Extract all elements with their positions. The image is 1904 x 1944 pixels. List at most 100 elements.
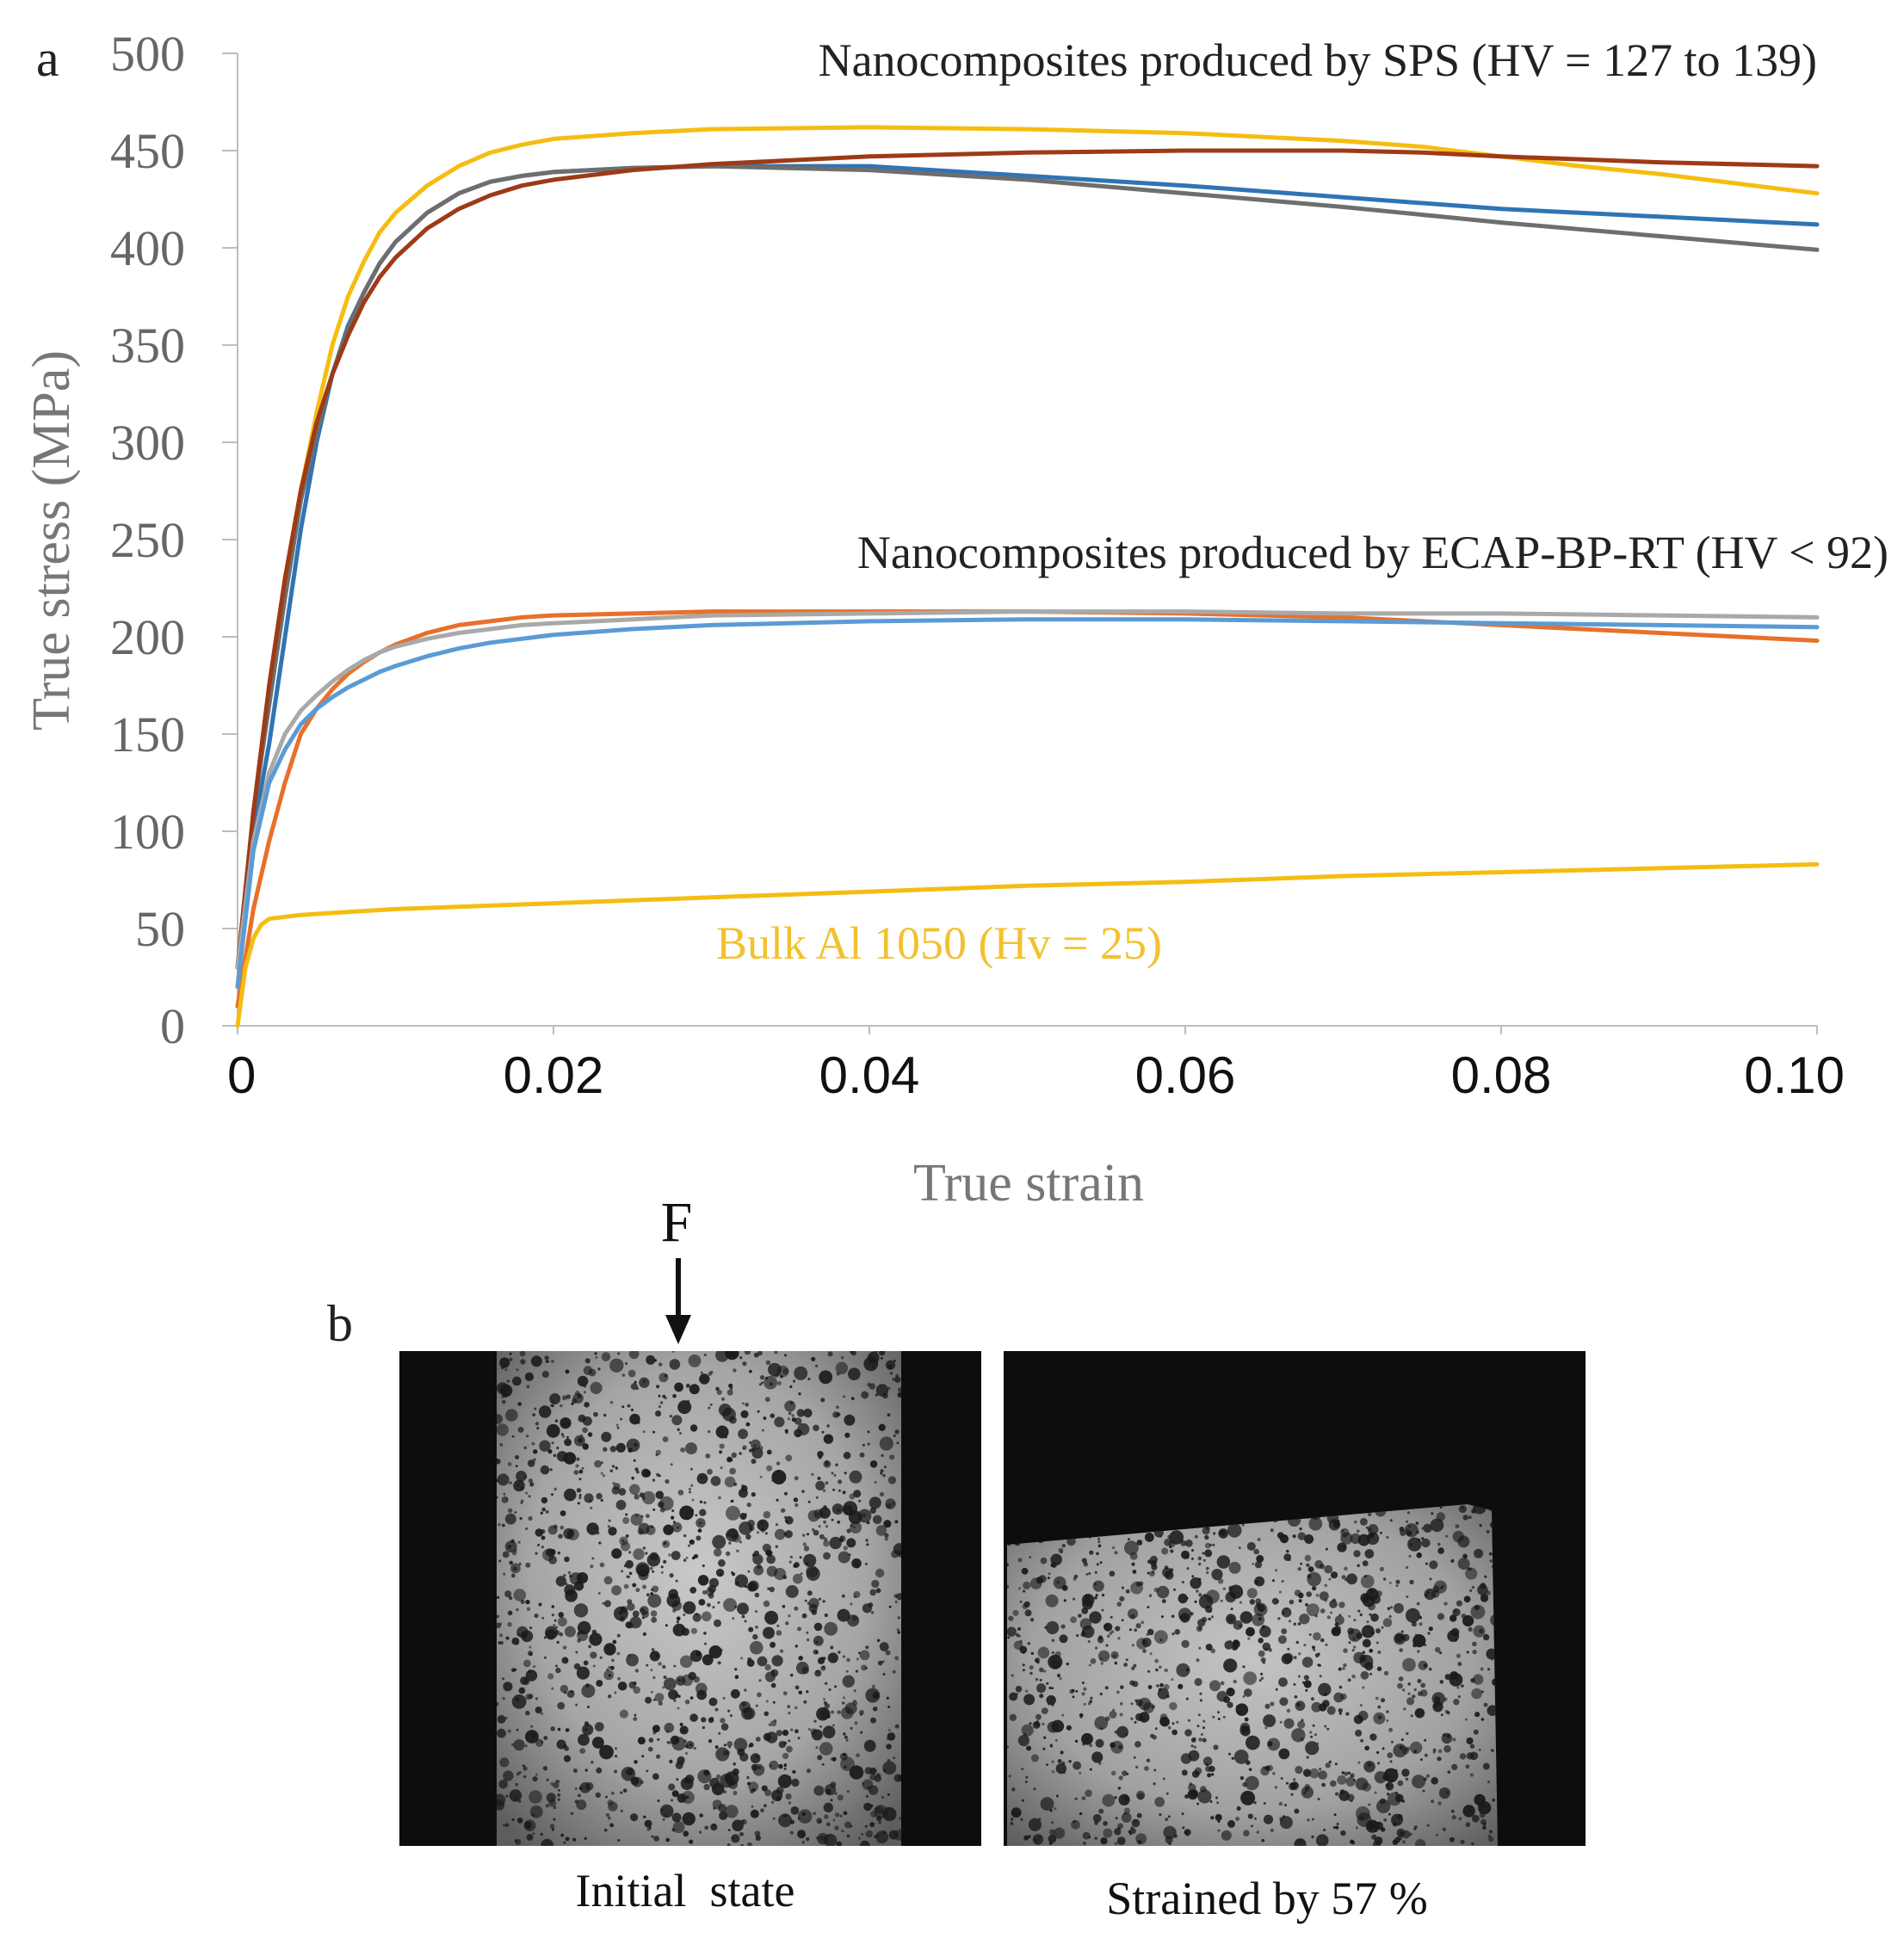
speckle-dot <box>623 1583 629 1589</box>
speckle-dot <box>529 1732 536 1738</box>
speckle-dot <box>602 1601 605 1605</box>
speckle-dot <box>1114 1661 1118 1665</box>
speckle-dot <box>833 1473 837 1477</box>
speckle-dot <box>1073 1820 1076 1824</box>
speckle-dot <box>511 1550 517 1556</box>
speckle-dot <box>588 1645 591 1649</box>
speckle-dot <box>1224 1640 1233 1650</box>
speckle-dot <box>1204 1542 1211 1549</box>
speckle-dot <box>853 1700 856 1703</box>
speckle-dot <box>1236 1805 1241 1811</box>
speckle-dot <box>648 1737 654 1743</box>
speckle-dot <box>567 1571 572 1575</box>
speckle-dot <box>685 1442 697 1455</box>
speckle-dot <box>546 1793 556 1803</box>
speckle-dot <box>1101 1594 1105 1597</box>
speckle-dot <box>834 1825 839 1830</box>
speckle-dot <box>1471 1814 1480 1823</box>
speckle-dot <box>1011 1787 1016 1792</box>
speckle-dot <box>1369 1733 1377 1741</box>
speckle-dot <box>600 1472 603 1475</box>
speckle-dot <box>1197 1789 1212 1804</box>
speckle-dot <box>784 1354 787 1357</box>
speckle-dot <box>758 1445 763 1451</box>
speckle-dot <box>1429 1577 1432 1581</box>
speckle-dot <box>1319 1675 1322 1678</box>
speckle-dot <box>549 1393 561 1404</box>
speckle-dot <box>1074 1739 1079 1743</box>
speckle-dot <box>715 1386 720 1392</box>
speckle-dot <box>1382 1747 1385 1750</box>
speckle-dot <box>1271 1597 1279 1605</box>
speckle-dot <box>676 1616 681 1621</box>
speckle-dot <box>1452 1737 1456 1742</box>
speckle-dot <box>513 1739 525 1751</box>
speckle-dot <box>577 1394 582 1398</box>
speckle-dot <box>1438 1787 1450 1799</box>
speckle-dot <box>1066 1662 1070 1666</box>
speckle-dot <box>769 1382 773 1386</box>
speckle-dot <box>819 1725 822 1728</box>
speckle-dot <box>497 1423 509 1436</box>
speckle-dot <box>1353 1550 1361 1558</box>
speckle-dot <box>1299 1614 1310 1625</box>
speckle-dot <box>1159 1813 1162 1817</box>
speckle-dot <box>1053 1576 1066 1589</box>
speckle-dot <box>758 1679 762 1682</box>
speckle-dot <box>1027 1642 1031 1645</box>
speckle-dot <box>844 1432 850 1438</box>
speckle-dot <box>638 1570 649 1581</box>
speckle-dot <box>700 1371 703 1374</box>
speckle-dot <box>1370 1734 1374 1737</box>
speckle-dot <box>1483 1702 1488 1707</box>
speckle-dot <box>1470 1678 1475 1683</box>
speckle-dot <box>1350 1799 1353 1803</box>
speckle-dot <box>1073 1761 1082 1770</box>
speckle-dot <box>1191 1575 1195 1578</box>
speckle-dot <box>751 1459 757 1465</box>
speckle-dot <box>1474 1605 1480 1611</box>
speckle-dot <box>655 1453 658 1457</box>
speckle-dot <box>1393 1743 1407 1758</box>
speckle-dot <box>1281 1628 1288 1634</box>
speckle-dot <box>603 1828 608 1832</box>
speckle-dot <box>736 1549 739 1553</box>
speckle-dot <box>524 1372 535 1381</box>
speckle-dot <box>1178 1608 1192 1621</box>
speckle-dot <box>1319 1768 1322 1771</box>
speckle-dot <box>834 1812 840 1817</box>
speckle-dot <box>1253 1579 1259 1585</box>
speckle-dot <box>1312 1724 1315 1727</box>
speckle-dot <box>850 1726 853 1730</box>
speckle-dot <box>1451 1815 1456 1820</box>
speckle-dot <box>1320 1638 1325 1643</box>
speckle-dot <box>1072 1695 1075 1699</box>
speckle-dot <box>1409 1741 1423 1755</box>
speckle-dot <box>1443 1745 1451 1753</box>
speckle-dot <box>1453 1609 1457 1614</box>
speckle-dot <box>750 1439 761 1450</box>
speckle-dot <box>784 1429 788 1433</box>
speckle-dot <box>741 1614 745 1619</box>
speckle-dot <box>770 1413 776 1418</box>
speckle-dot <box>558 1534 563 1539</box>
speckle-dot <box>1085 1789 1092 1798</box>
speckle-dot <box>685 1752 688 1755</box>
speckle-dot <box>574 1799 579 1805</box>
speckle-dot <box>504 1513 516 1525</box>
speckle-dot <box>897 1631 901 1634</box>
speckle-dot <box>1364 1575 1368 1578</box>
speckle-dot <box>1338 1712 1342 1715</box>
speckle-dot <box>1343 1648 1348 1653</box>
speckle-dot <box>749 1369 752 1373</box>
speckle-dot <box>1264 1765 1270 1771</box>
speckle-dot <box>1374 1836 1383 1845</box>
speckle-dot <box>530 1725 534 1728</box>
speckle-dot <box>515 1465 518 1468</box>
speckle-dot <box>884 1537 888 1541</box>
speckle-dot <box>839 1752 848 1761</box>
speckle-dot <box>652 1731 657 1735</box>
speckle-dot <box>725 1805 739 1818</box>
speckle-dot <box>646 1769 649 1773</box>
speckle-dot <box>647 1594 662 1608</box>
